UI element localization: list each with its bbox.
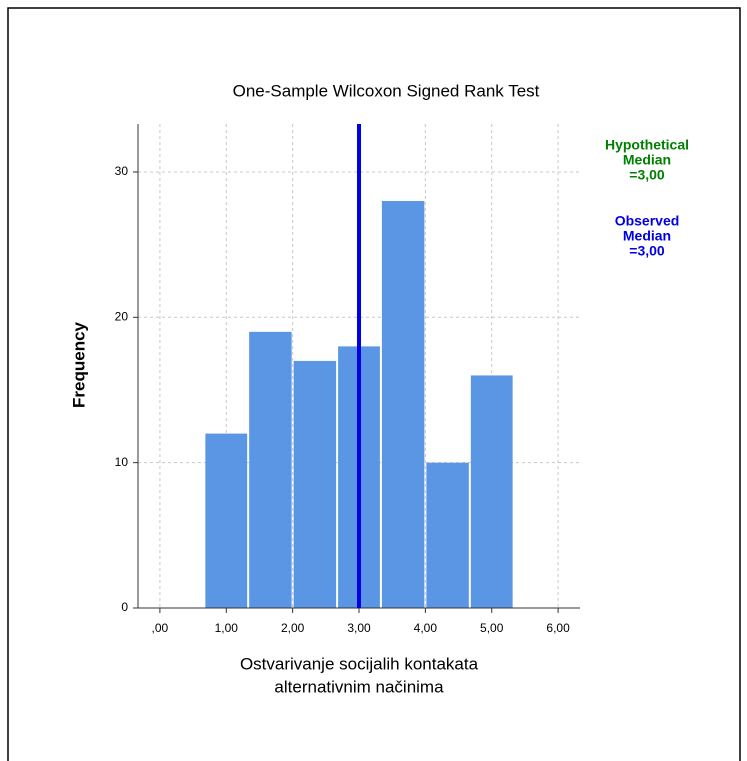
chart-title: One-Sample Wilcoxon Signed Rank Test (233, 81, 540, 100)
x-axis-label: alternativnim načinima (274, 677, 444, 696)
bar (293, 360, 337, 608)
frame (7, 7, 741, 761)
y-axis-label: Frequency (69, 321, 88, 408)
annotation: Median (623, 228, 671, 244)
annotation: =3,00 (629, 243, 665, 259)
y-tick-label: 20 (115, 309, 129, 323)
bar (426, 462, 469, 608)
annotation: Observed (615, 213, 680, 229)
bar (470, 375, 513, 608)
x-tick-label: 4,00 (414, 621, 438, 635)
x-tick-label: 1,00 (215, 621, 239, 635)
x-tick-label: 5,00 (480, 621, 504, 635)
bar (205, 433, 248, 608)
bar (249, 331, 292, 608)
y-tick-label: 30 (115, 164, 129, 178)
y-tick-label: 0 (121, 600, 128, 614)
annotation: Median (623, 152, 671, 168)
y-tick-label: 10 (115, 455, 129, 469)
annotation: =3,00 (629, 167, 665, 183)
x-tick-label: ,00 (152, 621, 169, 635)
annotation: Hypothetical (605, 137, 689, 153)
bar (381, 201, 425, 609)
x-tick-label: 2,00 (281, 621, 305, 635)
x-tick-label: 3,00 (347, 621, 371, 635)
x-tick-label: 6,00 (546, 621, 570, 635)
x-axis-label: Ostvarivanje socijalih kontakata (240, 654, 479, 673)
